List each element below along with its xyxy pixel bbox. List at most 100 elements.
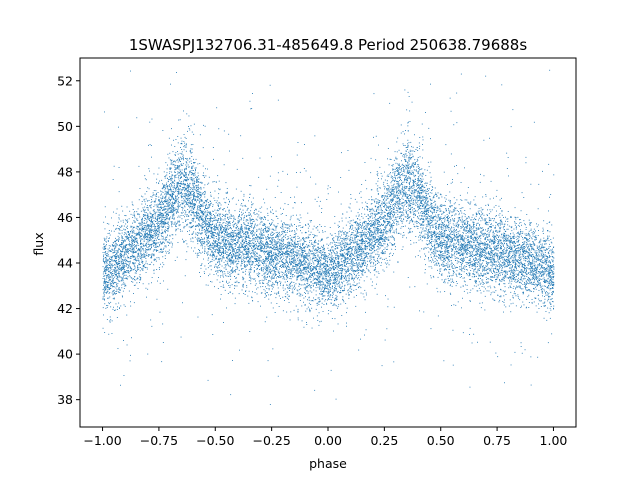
data-point: [492, 252, 494, 254]
data-point: [292, 252, 294, 254]
data-point: [445, 278, 447, 280]
data-point: [503, 236, 505, 238]
data-point: [164, 177, 166, 179]
data-point: [285, 267, 287, 269]
data-point: [386, 260, 388, 261]
data-point: [131, 251, 133, 253]
data-point: [153, 225, 155, 227]
data-point: [366, 243, 368, 245]
data-point: [424, 212, 425, 214]
data-point: [460, 244, 461, 246]
data-point: [304, 283, 305, 285]
data-point: [473, 223, 475, 225]
data-point: [131, 241, 132, 243]
data-point: [355, 246, 356, 248]
data-point: [492, 255, 493, 257]
data-point: [159, 209, 161, 211]
data-point: [512, 297, 514, 298]
data-point: [351, 234, 353, 235]
data-point: [184, 179, 186, 180]
data-point: [386, 246, 388, 248]
data-point: [124, 232, 126, 234]
data-point: [325, 285, 327, 287]
data-point: [247, 254, 249, 256]
data-point: [418, 206, 420, 207]
data-point: [240, 227, 242, 229]
data-point: [374, 214, 375, 216]
data-point: [462, 252, 464, 254]
data-point: [146, 205, 148, 206]
data-point: [254, 244, 256, 246]
data-point: [167, 181, 169, 183]
data-point: [102, 298, 104, 300]
data-point: [175, 228, 177, 230]
data-point: [458, 257, 459, 259]
data-point: [504, 247, 505, 249]
data-point: [509, 285, 511, 287]
data-point: [528, 294, 530, 296]
data-point: [293, 247, 295, 249]
data-point: [163, 241, 164, 243]
data-point: [146, 239, 148, 240]
data-point: [144, 193, 146, 195]
data-point: [126, 236, 128, 238]
data-point: [468, 247, 470, 249]
data-point: [280, 271, 282, 273]
data-point: [517, 232, 519, 233]
data-point: [194, 212, 196, 213]
data-point: [536, 284, 538, 286]
data-point: [398, 172, 399, 174]
data-point: [353, 246, 355, 248]
data-point: [485, 75, 487, 77]
data-point: [163, 197, 165, 199]
data-point: [145, 254, 147, 256]
data-point: [419, 174, 421, 176]
data-point: [158, 214, 160, 215]
data-point: [306, 263, 308, 265]
data-point: [149, 237, 151, 239]
data-point: [441, 260, 443, 261]
data-point: [284, 244, 286, 245]
data-point: [200, 204, 202, 205]
data-point: [305, 224, 306, 226]
data-point: [384, 220, 386, 222]
data-point: [175, 161, 177, 163]
data-point: [207, 220, 209, 222]
data-point: [548, 292, 550, 294]
data-point: [404, 178, 406, 179]
data-point: [284, 226, 286, 228]
data-point: [271, 219, 273, 220]
data-point: [320, 289, 322, 291]
data-point: [218, 261, 220, 263]
data-point: [349, 228, 350, 230]
data-point: [541, 255, 543, 257]
data-point: [380, 238, 382, 239]
data-point: [279, 248, 281, 250]
data-point: [548, 240, 550, 242]
data-point: [265, 229, 266, 231]
data-point: [121, 205, 123, 207]
data-point: [434, 187, 436, 189]
data-point: [118, 229, 120, 231]
data-point: [519, 250, 521, 252]
data-point: [456, 237, 458, 239]
data-point: [487, 236, 489, 238]
data-point: [268, 280, 270, 281]
data-point: [336, 268, 338, 270]
data-point: [492, 258, 494, 260]
data-point: [464, 265, 466, 267]
data-point: [478, 274, 480, 276]
data-point: [198, 255, 200, 256]
data-point: [526, 273, 528, 275]
data-point: [121, 263, 123, 265]
data-point: [301, 320, 303, 322]
data-point: [375, 230, 377, 232]
data-point: [499, 251, 501, 253]
data-point: [553, 267, 555, 269]
data-point: [113, 275, 114, 276]
data-point: [398, 173, 400, 175]
data-point: [153, 212, 155, 214]
data-point: [165, 186, 167, 188]
data-point: [305, 273, 307, 275]
data-point: [192, 166, 194, 168]
